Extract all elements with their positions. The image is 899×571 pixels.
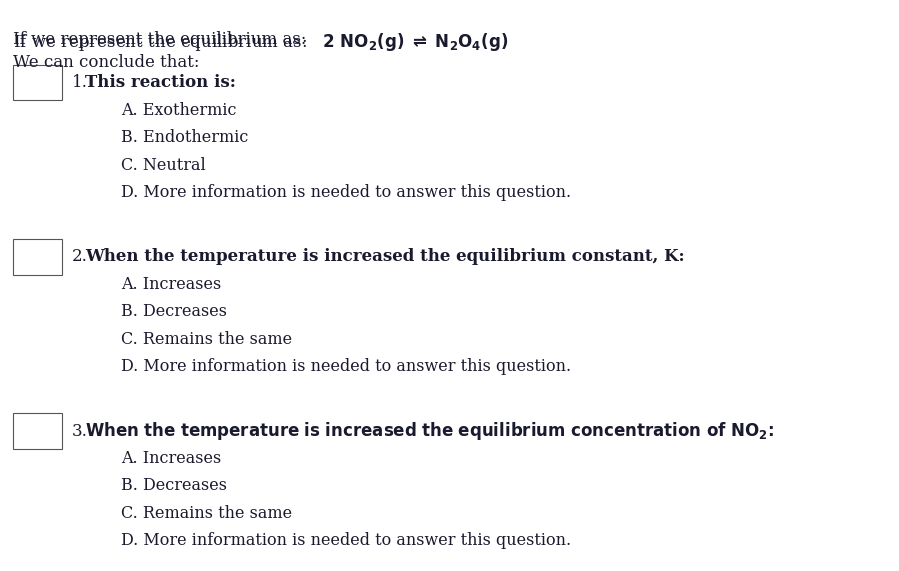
Text: B. Endothermic: B. Endothermic — [121, 129, 249, 146]
Text: $\bf{When\ the\ temperature\ is\ increased\ the\ equilibrium\ concentration\ of\: $\bf{When\ the\ temperature\ is\ increas… — [85, 420, 775, 442]
Text: D. More information is needed to answer this question.: D. More information is needed to answer … — [121, 184, 572, 201]
FancyBboxPatch shape — [13, 65, 62, 100]
Text: C. Remains the same: C. Remains the same — [121, 505, 292, 522]
Text: 2.: 2. — [72, 248, 88, 266]
Text: 1.: 1. — [72, 74, 88, 91]
Text: D. More information is needed to answer this question.: D. More information is needed to answer … — [121, 532, 572, 549]
Text: A. Increases: A. Increases — [121, 276, 222, 293]
Text: We can conclude that:: We can conclude that: — [13, 54, 199, 71]
FancyBboxPatch shape — [13, 239, 62, 275]
Text: B. Decreases: B. Decreases — [121, 477, 227, 494]
Text: C. Remains the same: C. Remains the same — [121, 331, 292, 348]
Text: A. Increases: A. Increases — [121, 450, 222, 467]
Text: A. Exothermic: A. Exothermic — [121, 102, 236, 119]
Text: If we represent the equilibrium as:   $\bf{2\ NO_2(g)\ {\rightleftharpoons}\ N_2: If we represent the equilibrium as: $\bf… — [13, 31, 508, 54]
Text: This reaction is:: This reaction is: — [85, 74, 236, 91]
Text: When the temperature is increased the equilibrium constant, K:: When the temperature is increased the eq… — [85, 248, 685, 266]
Text: 3.: 3. — [72, 423, 88, 440]
Text: C. Neutral: C. Neutral — [121, 156, 206, 174]
FancyBboxPatch shape — [13, 413, 62, 449]
Text: D. More information is needed to answer this question.: D. More information is needed to answer … — [121, 358, 572, 375]
Text: B. Decreases: B. Decreases — [121, 303, 227, 320]
Text: If we represent the equilibrium as:: If we represent the equilibrium as: — [13, 31, 322, 49]
